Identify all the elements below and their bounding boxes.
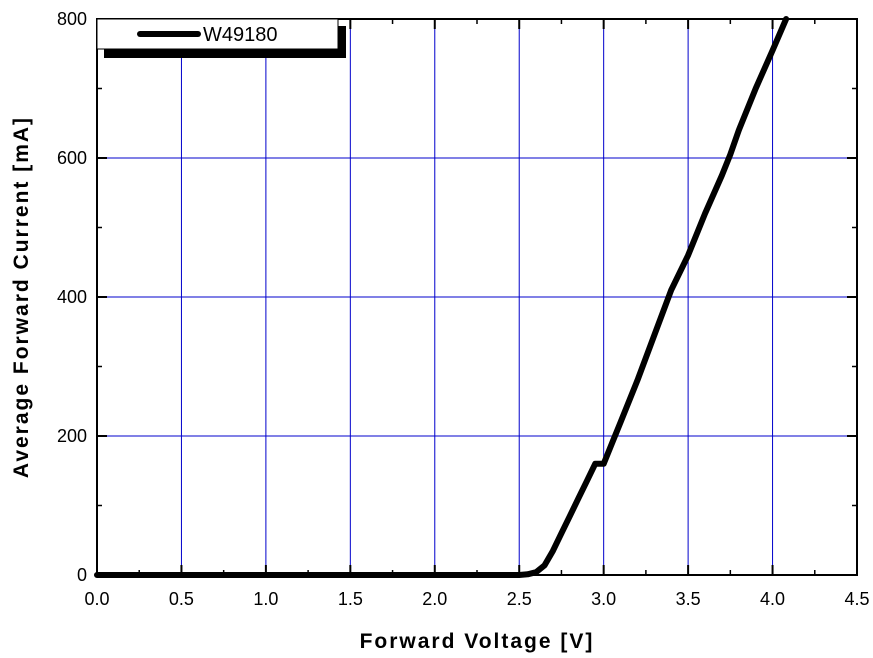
y-tick-label: 400 bbox=[57, 287, 87, 307]
y-tick-labels: 0 200 400 600 800 bbox=[57, 9, 87, 585]
x-tick-label: 2.5 bbox=[507, 589, 532, 609]
x-tick-label: 1.5 bbox=[338, 589, 363, 609]
y-tick-label: 200 bbox=[57, 426, 87, 446]
y-tick-label: 0 bbox=[77, 565, 87, 585]
x-tick-label: 1.0 bbox=[253, 589, 278, 609]
series-line-w49180 bbox=[94, 16, 790, 578]
x-tick-label: 2.0 bbox=[422, 589, 447, 609]
x-tick-label: 3.5 bbox=[676, 589, 701, 609]
y-axis-title: Average Forward Current [mA] bbox=[10, 116, 33, 478]
x-axis-title: Forward Voltage [V] bbox=[360, 630, 595, 653]
x-tick-label: 0.5 bbox=[169, 589, 194, 609]
series bbox=[94, 16, 790, 578]
x-tick-label: 4.5 bbox=[844, 589, 869, 609]
y-tick-label: 600 bbox=[57, 148, 87, 168]
x-tick-label: 0.0 bbox=[84, 589, 109, 609]
legend-label: W49180 bbox=[203, 24, 278, 46]
x-tick-label: 3.0 bbox=[591, 589, 616, 609]
x-tick-label: 4.0 bbox=[760, 589, 785, 609]
grid bbox=[97, 19, 857, 575]
x-tick-labels: 0.0 0.5 1.0 1.5 2.0 2.5 3.0 3.5 4.0 4.5 bbox=[84, 589, 869, 609]
legend: W49180 bbox=[96, 18, 346, 58]
y-tick-label: 800 bbox=[57, 9, 87, 29]
